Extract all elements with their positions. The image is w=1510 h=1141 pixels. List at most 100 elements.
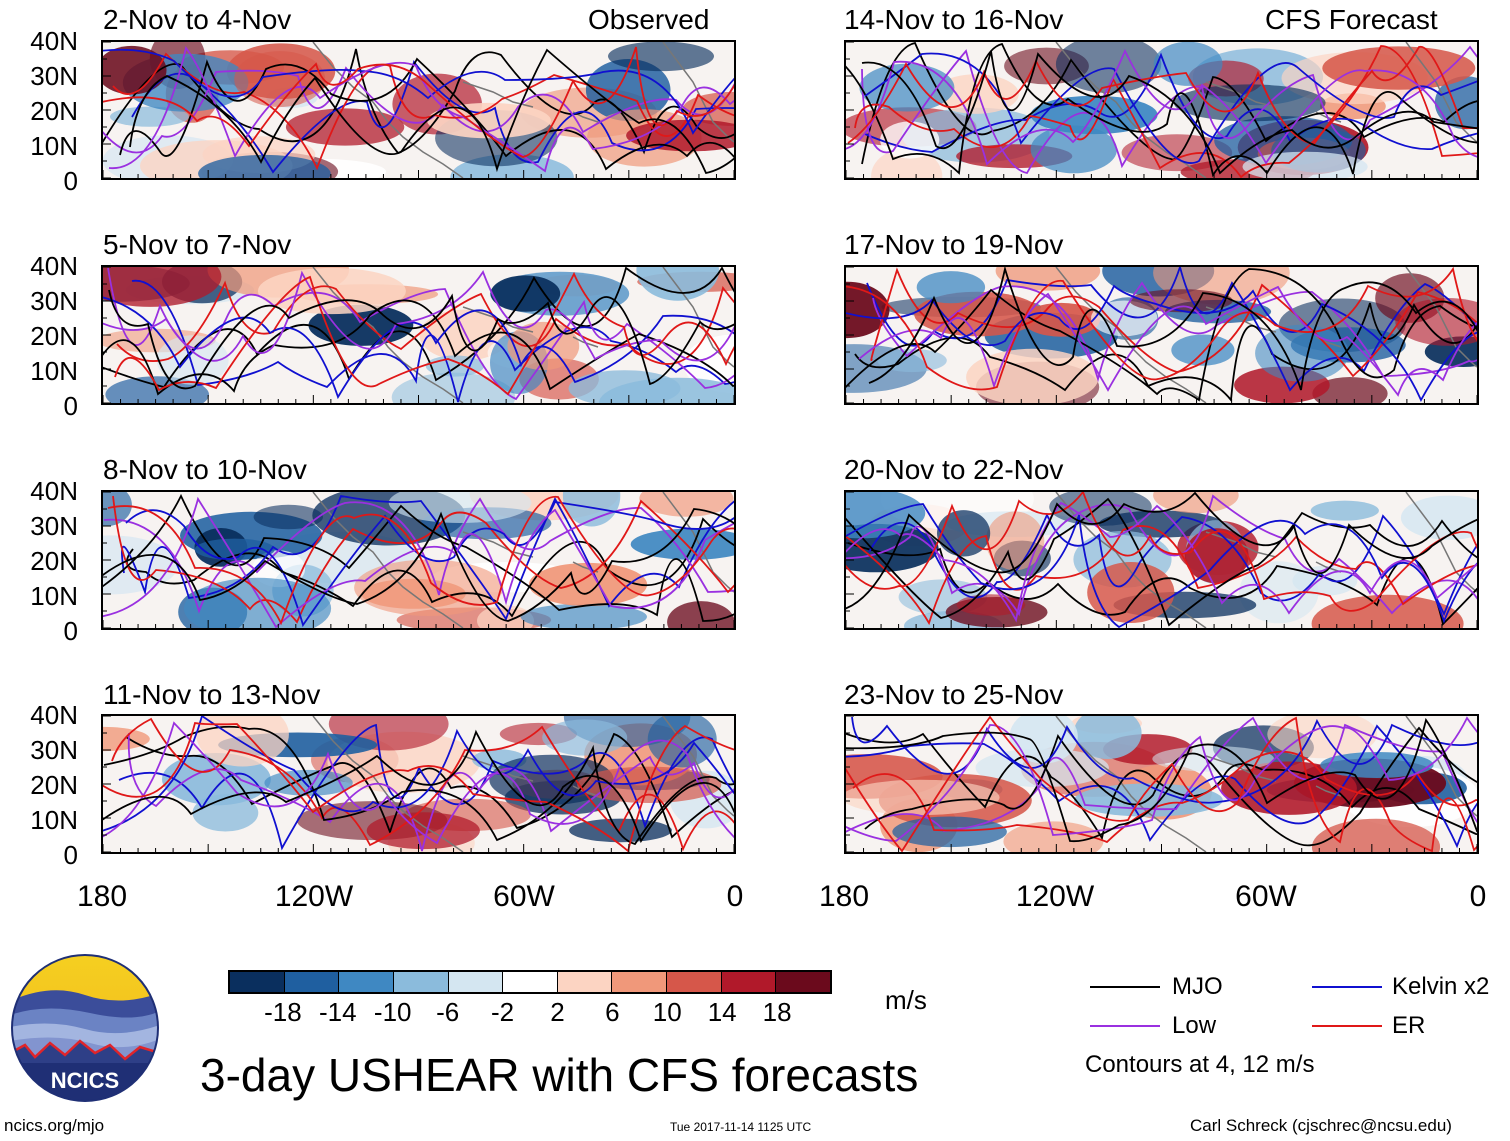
shear-anomaly-region [1312,377,1388,403]
colorbar-swatch [556,972,612,992]
coastline [312,716,734,852]
footer-url[interactable]: ncics.org/mjo [4,1116,105,1135]
wave-contour [112,52,734,171]
panel-title: 17-Nov to 19-Nov [844,229,1064,260]
shear-anomaly-region [1009,716,1078,764]
wave-contour [846,716,1477,833]
shear-anomaly-region [388,492,532,523]
lat-label: 10N [30,805,78,835]
legend-line-low [1090,1025,1160,1027]
lat-label: 40N [30,476,78,506]
map-panel-observed-3 [101,490,736,630]
panel-title: 20-Nov to 22-Nov [844,454,1064,485]
wave-contour [131,60,734,174]
legend-label-mjo: MJO [1172,973,1223,1000]
shear-anomaly-region [995,267,1101,291]
shear-anomaly-region [110,106,189,127]
shear-anomaly-region [1395,298,1477,346]
lat-label: 0 [63,166,78,196]
ncics-logo: NCICS [10,953,160,1103]
legend-line-kelvin [1312,986,1382,988]
shear-anomaly-region [1310,500,1379,521]
shear-anomaly-region [636,267,719,301]
lon-label: 60W [1235,880,1297,913]
footer-timestamp: Tue 2017-11-14 1125 UTC [670,1120,812,1134]
wave-contour [103,48,734,155]
shear-anomaly-region [198,154,331,178]
shear-anomaly-region [1184,528,1249,584]
lat-label: 0 [63,840,78,870]
map-panel-forecast-3 [844,490,1479,630]
shear-anomaly-region [1129,289,1233,313]
wave-contour [846,492,1477,610]
shear-anomaly-region [630,528,734,560]
wave-contour [103,296,734,400]
shear-anomaly-region [1173,84,1326,122]
shear-anomaly-region [1091,300,1158,337]
shear-anomaly-region [966,348,1099,403]
lat-label: 10N [30,581,78,611]
map-panel-observed-1 [101,40,736,180]
logo-text: NCICS [51,1068,119,1093]
shear-anomaly-region [1003,821,1104,852]
coastline [312,42,734,178]
colorbar-swatch [230,972,284,992]
lat-label: 40N [30,251,78,281]
wave-contour [846,267,1477,391]
colorbar-swatch [775,972,831,992]
wave-contour [846,503,1477,628]
wave-contour [846,492,1477,612]
coastline [1055,716,1477,852]
panel-title: 2-Nov to 4-Nov [103,4,292,35]
wave-contour [103,270,734,362]
shear-anomaly-region [1073,716,1142,759]
lon-label: 60W [493,880,555,913]
shear-anomaly-region [366,812,480,850]
wave-contour [118,723,734,851]
lat-label: 10N [30,356,78,386]
wave-contour [868,267,1477,391]
wave-contour [861,50,1477,175]
map-panel-forecast-1 [844,40,1479,180]
shear-anomaly-region [103,492,132,527]
shear-anomaly-region [419,309,510,361]
shear-anomaly-region [585,59,671,121]
map-panel-forecast-2 [844,265,1479,405]
observed-label: Observed [588,4,710,35]
colorbar-swatch [666,972,721,992]
lat-label: 20N [30,770,78,800]
colorbar [228,970,832,994]
wave-contour [847,45,1477,145]
wave-contour [852,750,1477,844]
panel-title: 23-Nov to 25-Nov [844,679,1064,710]
colorbar-label: -2 [490,997,515,1027]
colorbar-swatch [502,972,557,992]
lat-label: 30N [30,511,78,541]
legend-line-mjo [1090,986,1160,988]
forecast-label: CFS Forecast [1265,4,1438,35]
wave-contour [107,496,734,626]
wave-contour [114,271,734,396]
contour-note: Contours at 4, 12 m/s [1085,1051,1315,1078]
colorbar-label: 2 [550,997,565,1027]
wave-contour [846,48,1477,166]
shear-anomaly-region [103,726,150,752]
shear-anomaly-region [846,281,890,339]
shear-anomaly-region [103,45,167,95]
lon-label: 120W [1015,880,1095,913]
colorbar-label: -14 [319,997,357,1027]
shear-anomaly-region [608,42,714,72]
wave-contour [121,494,734,621]
wave-contour [846,716,1477,842]
wave-contour [868,512,1477,617]
wave-contour [103,721,734,852]
wave-contour [864,726,1477,847]
lon-label: 0 [1469,880,1487,913]
wave-contour [864,52,1477,153]
colorbar-swatch [283,972,339,992]
wave-contour [103,496,734,628]
wave-contour [127,732,734,852]
colorbar-label: 10 [652,997,682,1027]
legend-line-er [1312,1025,1382,1027]
shear-anomaly-region [1171,334,1235,366]
